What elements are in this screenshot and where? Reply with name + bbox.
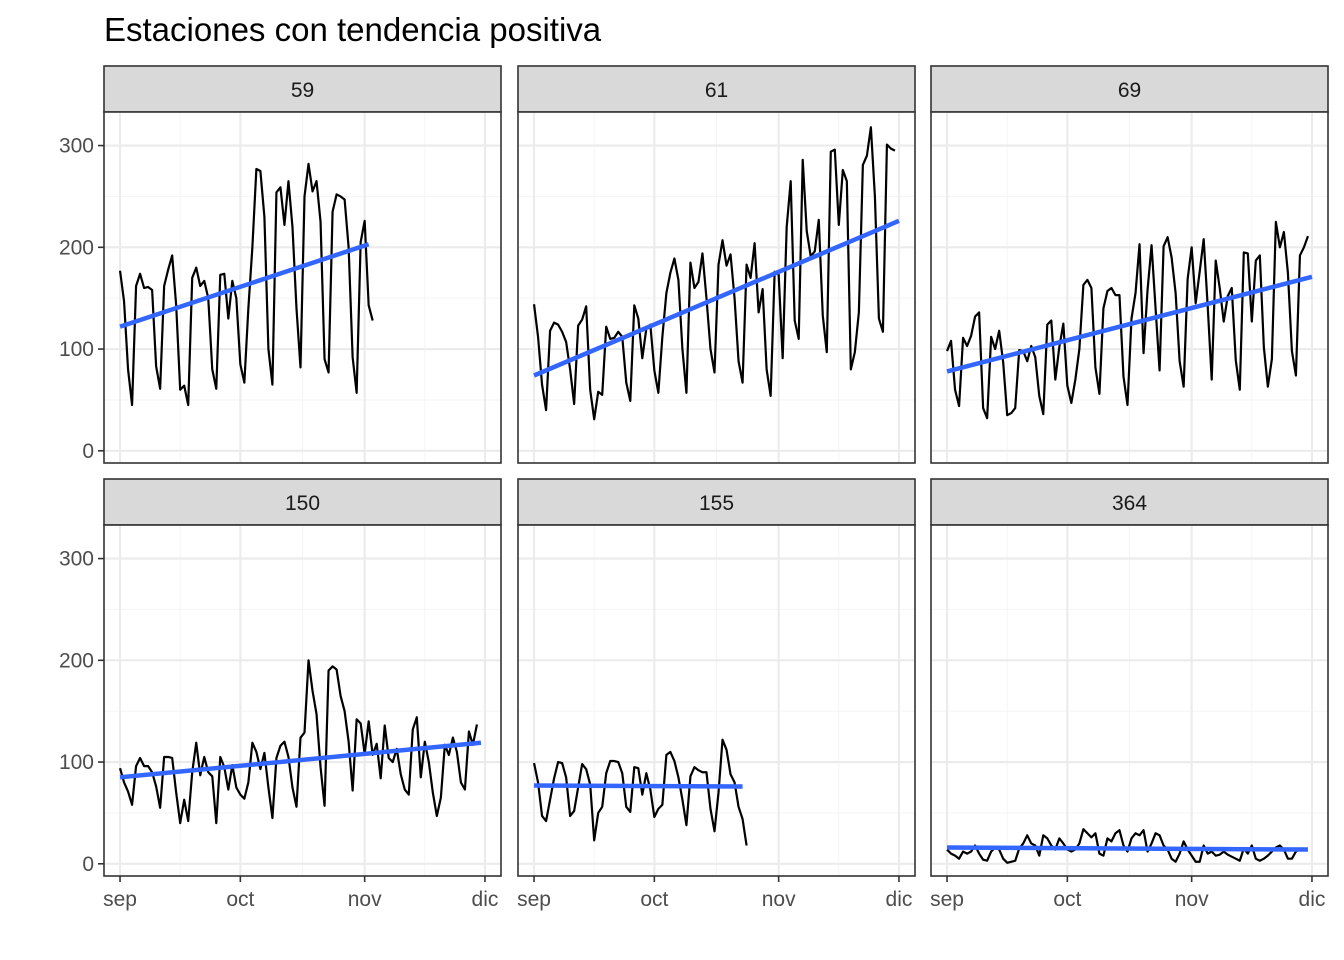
x-tick-label: sep [103, 888, 137, 911]
x-tick-label: nov [762, 888, 796, 911]
panel-grid [518, 112, 915, 463]
x-tick-label: oct [1053, 888, 1081, 911]
y-tick-label: 300 [59, 548, 94, 571]
panel-grid [931, 525, 1328, 876]
panel-border [517, 524, 916, 877]
y-tick-label: 100 [59, 338, 94, 361]
series-line [532, 126, 896, 421]
facet-strip [930, 478, 1329, 526]
trend-line [119, 242, 370, 329]
facet-strip-label: 69 [1118, 79, 1141, 102]
x-tick-label: sep [930, 888, 964, 911]
x-tick-label: sep [517, 888, 551, 911]
facet-panel-61: 61 [517, 65, 916, 464]
x-tick-label: dic [472, 888, 499, 911]
trend-line [119, 740, 482, 780]
facet-panel-155: 155 [517, 478, 916, 877]
trend-line [533, 218, 900, 378]
x-axis-col-3: sep oct nov dic [930, 876, 1325, 911]
facet-strip [103, 478, 502, 526]
panel-border [103, 524, 502, 877]
facet-strip-label: 61 [705, 79, 728, 102]
panel-border [103, 111, 502, 464]
facet-strip-label: 364 [1112, 492, 1147, 515]
panel-border [930, 524, 1329, 877]
x-tick-label: oct [226, 888, 254, 911]
y-tick-label: 200 [59, 236, 94, 259]
series-line [532, 738, 748, 846]
chart-title: Estaciones con tendencia positiva [104, 11, 602, 48]
y-tick-label: 0 [82, 853, 94, 876]
facet-panels: 59 61 69 150 155 364 [103, 65, 1329, 877]
facet-panel-59: 59 [103, 65, 502, 464]
panel-border [517, 111, 916, 464]
x-axes: sep oct nov dic sep oct nov dic sep oct nov dic [103, 876, 1325, 911]
facet-panel-150: 150 [103, 478, 502, 877]
facet-strip-label: 59 [291, 79, 314, 102]
series-line [946, 220, 1309, 420]
y-tick-label: 100 [59, 751, 94, 774]
y-axis-row-1: 0 100 200 300 [59, 135, 104, 463]
x-axis-col-1: sep oct nov dic [103, 876, 498, 911]
facet-strip [930, 65, 1329, 113]
series-line [118, 162, 374, 407]
x-tick-label: dic [886, 888, 913, 911]
trend-line [947, 845, 1308, 852]
facet-strip [517, 478, 916, 526]
y-axis-row-2: 0 100 200 300 [59, 548, 104, 876]
x-axis-col-2: sep oct nov dic [517, 876, 912, 911]
facet-panel-364: 364 [930, 478, 1329, 877]
y-tick-label: 0 [82, 440, 94, 463]
facet-strip [103, 65, 502, 113]
facet-strip-label: 150 [285, 492, 320, 515]
x-tick-label: oct [640, 888, 668, 911]
y-tick-label: 200 [59, 649, 94, 672]
x-tick-label: nov [348, 888, 382, 911]
y-tick-label: 300 [59, 135, 94, 158]
series-line [118, 659, 479, 825]
panel-border [930, 111, 1329, 464]
x-tick-label: dic [1299, 888, 1326, 911]
x-tick-label: nov [1175, 888, 1209, 911]
y-axes: 0 100 200 300 0 100 200 300 [59, 135, 104, 876]
trend-line [534, 783, 743, 789]
trend-line [946, 274, 1313, 374]
facet-panel-69: 69 [930, 65, 1329, 464]
facet-strip-label: 155 [699, 492, 734, 515]
